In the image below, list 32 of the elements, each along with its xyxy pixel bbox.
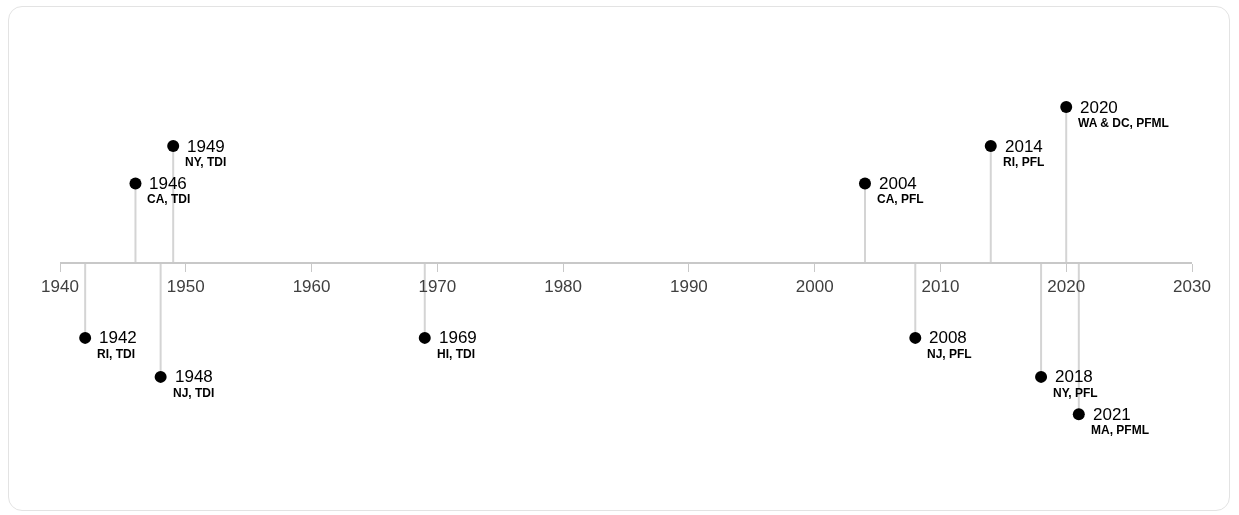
- x-tick-label: 2010: [921, 277, 960, 297]
- point: [154, 370, 167, 383]
- point: [79, 331, 92, 344]
- annotation: 2004 CA, PFL: [877, 174, 924, 206]
- point: [858, 177, 871, 190]
- x-tick-label: 1950: [166, 277, 205, 297]
- annotation: 2008 NJ, PFL: [927, 328, 972, 361]
- annotation: 1949 NY, TDI: [185, 137, 227, 169]
- x-tick-label: 1990: [669, 277, 708, 297]
- point: [1035, 370, 1048, 383]
- point: [167, 140, 180, 152]
- x-tick-label: 1940: [41, 277, 79, 297]
- x-tick-label: 1960: [292, 277, 331, 297]
- annotation: 1946 CA, TDI: [147, 174, 191, 206]
- annotation: 2014 RI, PFL: [1003, 137, 1045, 169]
- point: [984, 140, 997, 152]
- annotation: 1969 HI, TDI: [437, 328, 477, 361]
- annotation: 2018 NY, PFL: [1053, 367, 1098, 400]
- point: [418, 331, 431, 344]
- x-tick-label: 1970: [418, 277, 457, 297]
- x-tick-label: 2030: [1173, 277, 1211, 297]
- x-tick-label: 1980: [544, 277, 583, 297]
- annotation: 2021 MA, PFML: [1091, 405, 1149, 437]
- point: [909, 331, 922, 344]
- annotation: 1942 RI, TDI: [97, 328, 137, 361]
- annotation: 2020 WA & DC, PFML: [1078, 98, 1169, 130]
- point: [1072, 408, 1085, 421]
- x-tick-label: 2000: [795, 277, 834, 297]
- point: [129, 177, 142, 190]
- x-tick-label: 2020: [1047, 277, 1086, 297]
- point: [1060, 101, 1073, 113]
- annotation: 1948 NJ, TDI: [173, 367, 215, 400]
